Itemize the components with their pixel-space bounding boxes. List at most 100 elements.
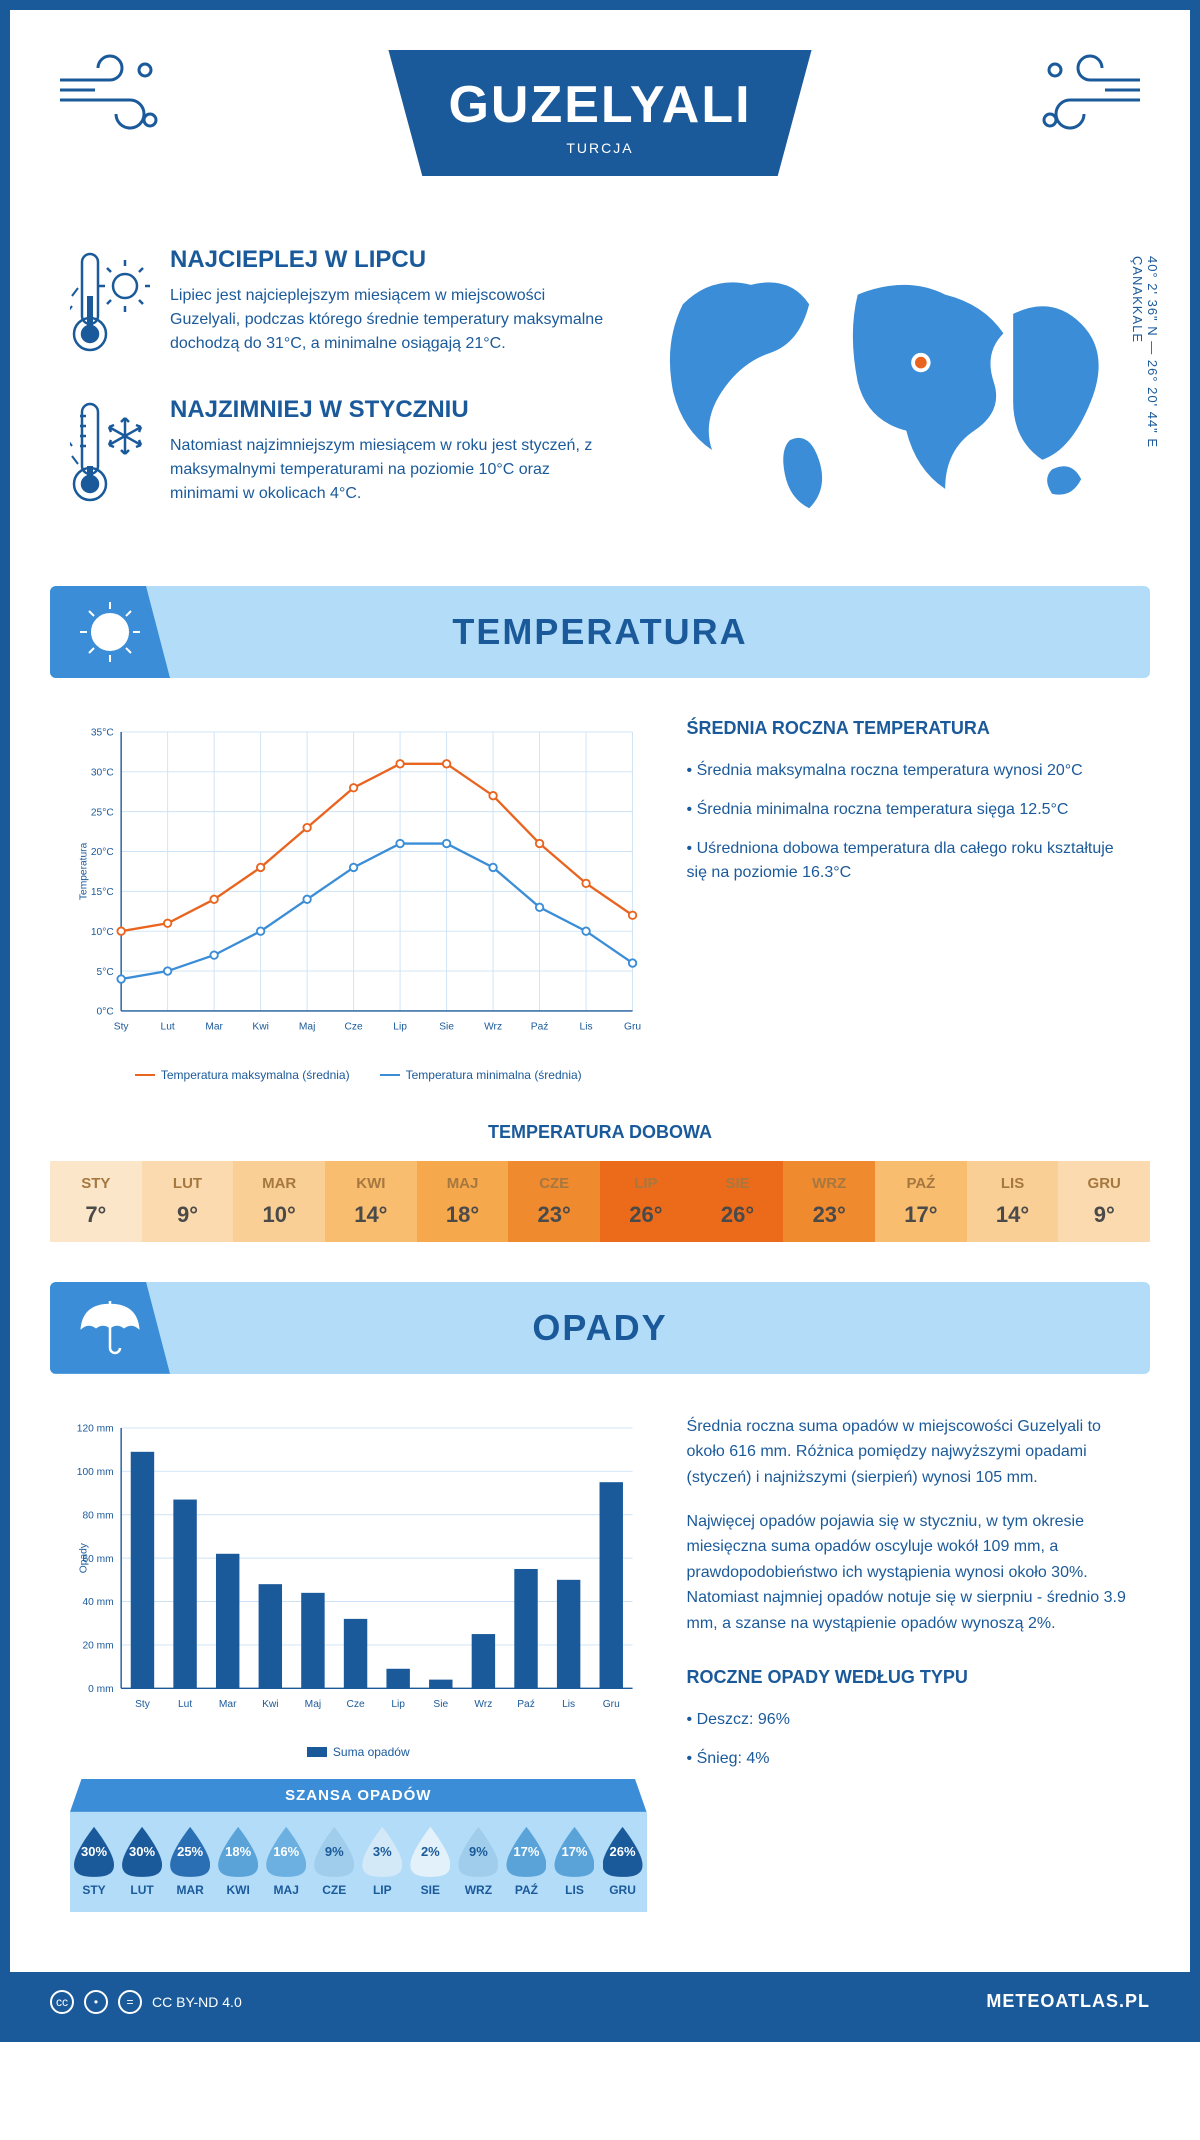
precip-type-bullets: Deszcz: 96% Śnieg: 4% (687, 1708, 1130, 1771)
warmest-desc: Lipiec jest najcieplejszym miesiącem w m… (170, 284, 604, 356)
svg-text:15°C: 15°C (91, 887, 114, 898)
chance-cell: 18%KWI (214, 1827, 262, 1897)
daily-temp-cell: KWI14° (325, 1161, 417, 1242)
license-text: CC BY-ND 4.0 (152, 1994, 242, 2010)
thermometer-hot-icon (70, 246, 150, 361)
precip-type-bullet: Śnieg: 4% (687, 1747, 1130, 1771)
daily-temp-cell: LIS14° (967, 1161, 1059, 1242)
chance-cell: 30%LUT (118, 1827, 166, 1897)
precip-type-title: ROCZNE OPADY WEDŁUG TYPU (687, 1667, 1130, 1688)
svg-text:Sie: Sie (433, 1699, 448, 1710)
coldest-desc: Natomiast najzimniejszym miesiącem w rok… (170, 434, 604, 506)
daily-temp-label: TEMPERATURA DOBOWA (10, 1122, 1190, 1143)
footer: cc • = CC BY-ND 4.0 METEOATLAS.PL (10, 1972, 1190, 2032)
temperature-chart: 0°C5°C10°C15°C20°C25°C30°C35°CStyLutMarK… (70, 718, 647, 1082)
svg-text:10°C: 10°C (91, 927, 114, 938)
daily-temp-cell: LUT9° (142, 1161, 234, 1242)
footer-site: METEOATLAS.PL (986, 1991, 1150, 2012)
svg-text:0 mm: 0 mm (88, 1684, 114, 1695)
svg-text:120 mm: 120 mm (77, 1423, 114, 1434)
warmest-title: NAJCIEPLEJ W LIPCU (170, 246, 604, 274)
temperature-bullets: Średnia maksymalna roczna temperatura wy… (687, 759, 1130, 885)
svg-text:40 mm: 40 mm (82, 1597, 113, 1608)
svg-text:20 mm: 20 mm (82, 1640, 113, 1651)
chance-cell: 3%LIP (358, 1827, 406, 1897)
svg-text:5°C: 5°C (97, 967, 114, 978)
umbrella-icon (50, 1282, 170, 1374)
svg-text:Paź: Paź (517, 1699, 535, 1710)
chance-cell: 30%STY (70, 1827, 118, 1897)
temperature-title: TEMPERATURA (50, 611, 1150, 653)
chance-cell: 2%SIE (406, 1827, 454, 1897)
precip-chart-box: 0 mm20 mm40 mm60 mm80 mm100 mm120 mmStyL… (70, 1414, 647, 1912)
thermometer-cold-icon (70, 396, 150, 511)
daily-temp-cell: WRZ23° (783, 1161, 875, 1242)
daily-temp-cell: SIE26° (692, 1161, 784, 1242)
svg-text:Lut: Lut (178, 1699, 192, 1710)
info-row: NAJCIEPLEJ W LIPCU Lipiec jest najcieple… (10, 226, 1190, 586)
svg-text:Sie: Sie (439, 1022, 454, 1033)
svg-text:100 mm: 100 mm (77, 1467, 114, 1478)
warmest-block: NAJCIEPLEJ W LIPCU Lipiec jest najcieple… (70, 246, 604, 361)
daily-temp-table: STY7°LUT9°MAR10°KWI14°MAJ18°CZE23°LIP26°… (50, 1161, 1150, 1242)
precip-row: 0 mm20 mm40 mm60 mm80 mm100 mm120 mmStyL… (10, 1374, 1190, 1952)
svg-text:Wrz: Wrz (484, 1022, 502, 1033)
world-map-icon (644, 246, 1130, 518)
info-left: NAJCIEPLEJ W LIPCU Lipiec jest najcieple… (70, 246, 604, 546)
svg-text:Lip: Lip (391, 1699, 405, 1710)
svg-text:Gru: Gru (603, 1699, 620, 1710)
svg-text:Cze: Cze (346, 1699, 364, 1710)
svg-text:Mar: Mar (219, 1699, 237, 1710)
temperature-summary: ŚREDNIA ROCZNA TEMPERATURA Średnia maksy… (687, 718, 1130, 1082)
daily-temp-cell: LIP26° (600, 1161, 692, 1242)
chance-table: SZANSA OPADÓW 30%STY30%LUT25%MAR18%KWI16… (70, 1779, 647, 1912)
nd-icon: = (118, 1990, 142, 2014)
svg-text:Gru: Gru (624, 1022, 641, 1033)
chance-cell: 17%LIS (550, 1827, 598, 1897)
daily-temp-cell: PAŹ17° (875, 1161, 967, 1242)
wind-icon-left (50, 50, 170, 145)
chance-cell: 17%PAŹ (502, 1827, 550, 1897)
svg-text:Lip: Lip (393, 1022, 407, 1033)
svg-text:30°C: 30°C (91, 768, 114, 779)
svg-text:Maj: Maj (305, 1699, 321, 1710)
svg-text:Wrz: Wrz (474, 1699, 492, 1710)
coldest-text: NAJZIMNIEJ W STYCZNIU Natomiast najzimni… (170, 396, 604, 511)
svg-text:80 mm: 80 mm (82, 1510, 113, 1521)
page-frame: GUZELYALI TURCJA (0, 0, 1200, 2042)
temperature-bullet: Średnia maksymalna roczna temperatura wy… (687, 759, 1130, 783)
coordinates-label: 40° 2' 36" N — 26° 20' 44" E ÇANAKKALE (1130, 256, 1160, 448)
svg-text:Kwi: Kwi (252, 1022, 268, 1033)
chance-cell: 25%MAR (166, 1827, 214, 1897)
svg-text:Lut: Lut (161, 1022, 175, 1033)
temperature-bullet: Średnia minimalna roczna temperatura się… (687, 798, 1130, 822)
legend-bar: Suma opadów (333, 1745, 410, 1759)
precip-title: OPADY (50, 1307, 1150, 1349)
svg-text:Lis: Lis (580, 1022, 593, 1033)
svg-text:Opady: Opady (79, 1542, 90, 1573)
svg-text:Maj: Maj (299, 1022, 315, 1033)
svg-text:Lis: Lis (562, 1699, 575, 1710)
temperature-bullet: Uśredniona dobowa temperatura dla całego… (687, 837, 1130, 885)
chance-cell: 9%WRZ (454, 1827, 502, 1897)
precip-type-bullet: Deszcz: 96% (687, 1708, 1130, 1732)
precip-legend: Suma opadów (70, 1745, 647, 1759)
chance-cell: 16%MAJ (262, 1827, 310, 1897)
precip-para1: Średnia roczna suma opadów w miejscowośc… (687, 1414, 1130, 1491)
footer-license: cc • = CC BY-ND 4.0 (50, 1990, 242, 2014)
wind-icon-right (1030, 50, 1150, 145)
svg-text:Kwi: Kwi (262, 1699, 278, 1710)
daily-temp-cell: MAR10° (233, 1161, 325, 1242)
svg-text:35°C: 35°C (91, 728, 114, 739)
title-ribbon: GUZELYALI TURCJA (388, 50, 811, 176)
svg-text:25°C: 25°C (91, 807, 114, 818)
svg-text:Cze: Cze (345, 1022, 363, 1033)
svg-text:Temperatura: Temperatura (79, 842, 90, 900)
page-inner: GUZELYALI TURCJA (10, 10, 1190, 2032)
daily-temp-cell: CZE23° (508, 1161, 600, 1242)
chance-cell: 26%GRU (599, 1827, 647, 1897)
precip-section-header: OPADY (50, 1282, 1150, 1374)
legend-min: Temperatura minimalna (średnia) (406, 1068, 582, 1082)
svg-text:Paź: Paź (531, 1022, 549, 1033)
svg-text:0°C: 0°C (97, 1007, 114, 1018)
